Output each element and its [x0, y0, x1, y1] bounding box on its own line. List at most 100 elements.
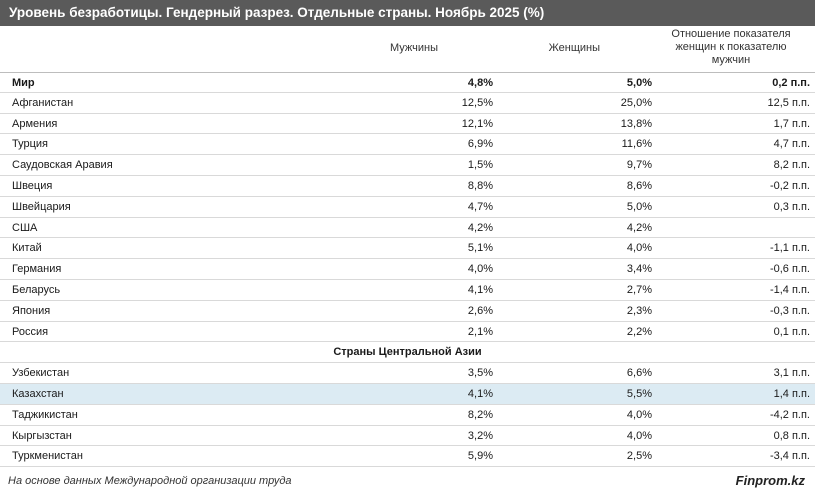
table-row-highlighted: Казахстан 4,1% 5,5% 1,4 п.п. [0, 383, 815, 405]
table-row: Беларусь 4,1% 2,7% -1,4 п.п. [0, 280, 815, 301]
table-row: Таджикистан 8,2% 4,0% -4,2 п.п. [0, 405, 815, 426]
table-row-world: Мир 4,8% 5,0% 0,2 п.п. [0, 72, 815, 93]
men-value: 2,1% [467, 325, 493, 338]
women-value: 4,0% [626, 429, 652, 442]
table-row: Саудовская Аравия 1,5% 9,7% 8,2 п.п. [0, 155, 815, 176]
women-value: 4,0% [626, 408, 652, 421]
country-name: Афганистан [12, 96, 74, 109]
table-row: Кыргызстан 3,2% 4,0% 0,8 п.п. [0, 426, 815, 447]
country-name: Узбекистан [12, 367, 70, 380]
country-name: Япония [12, 304, 51, 317]
data-table: Мир 4,8% 5,0% 0,2 п.п. Афганистан 12,5% … [0, 72, 815, 468]
women-value: 13,8% [620, 117, 652, 130]
country-name: Швеция [12, 179, 53, 192]
women-value: 2,3% [626, 304, 652, 317]
country-name: Россия [12, 325, 49, 338]
women-value: 2,7% [626, 283, 652, 296]
women-value: 8,6% [626, 179, 652, 192]
men-value: 4,1% [467, 283, 493, 296]
country-name: Казахстан [12, 387, 64, 400]
men-value: 5,1% [467, 242, 493, 255]
table-row: Армения 12,1% 13,8% 1,7 п.п. [0, 114, 815, 135]
table-title: Уровень безработицы. Гендерный разрез. О… [0, 0, 815, 26]
table-row: Швеция 8,8% 8,6% -0,2 п.п. [0, 176, 815, 197]
table-row: Турция 6,9% 11,6% 4,7 п.п. [0, 134, 815, 156]
table-row: Туркменистан 5,9% 2,5% -3,4 п.п. [0, 446, 815, 468]
country-name: Китай [12, 242, 42, 255]
men-value: 3,2% [467, 429, 493, 442]
men-value: 4,2% [467, 221, 493, 234]
table-row: Узбекистан 3,5% 6,6% 3,1 п.п. [0, 363, 815, 384]
table-row: Япония 2,6% 2,3% -0,3 п.п. [0, 301, 815, 322]
women-value: 11,6% [621, 138, 652, 151]
women-value: 4,0% [626, 242, 652, 255]
ratio-value: 8,2 п.п. [773, 159, 810, 172]
men-value: 1,5% [467, 159, 493, 172]
women-value: 5,0% [626, 200, 652, 213]
men-value: 5,9% [467, 450, 493, 463]
men-value: 8,2% [467, 408, 493, 421]
men-value: 4,1% [467, 387, 493, 400]
men-value: 8,8% [467, 179, 493, 192]
ratio-value: -1,4 п.п. [769, 283, 810, 296]
ratio-value: -4,2 п.п. [769, 408, 810, 421]
women-value: 5,5% [626, 387, 652, 400]
men-value: 4,0% [467, 263, 493, 276]
column-header-men: Мужчины [389, 42, 438, 54]
men-value: 12,1% [461, 117, 493, 130]
women-value: 6,6% [626, 367, 652, 380]
ratio-value: 0,1 п.п. [773, 325, 810, 338]
table-row: США 4,2% 4,2% [0, 218, 815, 239]
women-value: 2,2% [626, 325, 652, 338]
women-value: 3,4% [626, 263, 652, 276]
women-value: 5,0% [626, 77, 652, 89]
country-name: Турция [12, 138, 48, 151]
ratio-value: -0,3 п.п. [769, 304, 810, 317]
country-name: Кыргызстан [12, 429, 72, 442]
country-name: США [12, 221, 38, 234]
column-header-ratio: Отношение показателя женщин к показателю… [652, 28, 810, 74]
column-header-women: Женщины [548, 42, 600, 54]
table-row: Германия 4,0% 3,4% -0,6 п.п. [0, 259, 815, 280]
column-header-ratio-line1: Отношение показателя [671, 28, 791, 40]
women-value: 4,2% [626, 221, 652, 234]
section-title: Страны Центральной Азии [333, 346, 482, 359]
country-name: Германия [12, 263, 62, 276]
country-name: Армения [12, 117, 58, 130]
country-name: Беларусь [12, 283, 61, 296]
ratio-value: 0,3 п.п. [773, 200, 810, 213]
ratio-value: 1,7 п.п. [773, 117, 810, 130]
ratio-value: -1,1 п.п. [769, 242, 810, 255]
women-value: 25,0% [620, 96, 652, 109]
men-value: 12,5% [461, 96, 493, 109]
country-name: Туркменистан [12, 450, 83, 463]
women-value: 2,5% [626, 450, 652, 463]
men-value: 2,6% [467, 304, 493, 317]
men-value: 3,5% [467, 367, 493, 380]
ratio-value: 12,5 п.п. [767, 96, 811, 109]
ratio-value: 0,8 п.п. [773, 429, 810, 442]
ratio-value: 3,1 п.п. [773, 367, 810, 380]
ratio-value: 1,4 п.п. [773, 387, 810, 400]
ratio-value: 4,7 п.п. [773, 138, 810, 151]
women-value: 9,7% [626, 159, 652, 172]
source-note: На основе данных Международной организац… [8, 475, 292, 487]
column-header-ratio-line3: мужчин [711, 54, 751, 66]
ratio-value: -3,4 п.п. [769, 450, 810, 463]
men-value: 6,9% [467, 138, 493, 151]
ratio-value: -0,6 п.п. [769, 263, 810, 276]
men-value: 4,7% [467, 200, 493, 213]
country-name: Швейцария [12, 200, 71, 213]
country-name: Таджикистан [12, 408, 78, 421]
table-row: Китай 5,1% 4,0% -1,1 п.п. [0, 238, 815, 260]
brand-logo: Finprom.kz [735, 473, 805, 488]
country-name: Саудовская Аравия [12, 159, 113, 172]
column-header-ratio-line2: женщин к показателю [675, 41, 787, 53]
men-value: 4,8% [467, 77, 493, 89]
ratio-value: 0,2 п.п. [772, 77, 810, 89]
section-header-central-asia: Страны Центральной Азии [0, 342, 815, 364]
ratio-value: -0,2 п.п. [769, 179, 810, 192]
table-row: Россия 2,1% 2,2% 0,1 п.п. [0, 322, 815, 343]
country-name: Мир [12, 77, 35, 89]
table-row: Швейцария 4,7% 5,0% 0,3 п.п. [0, 197, 815, 218]
